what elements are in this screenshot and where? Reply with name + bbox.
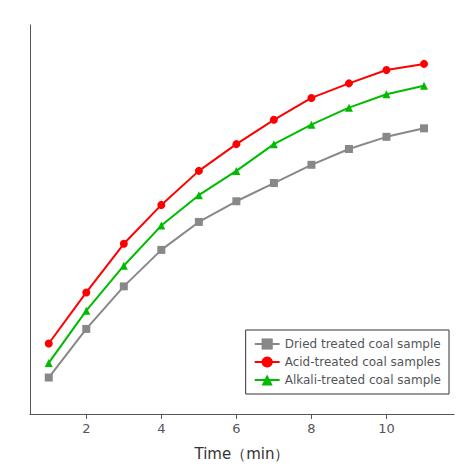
svg-text:6: 6: [232, 421, 240, 436]
svg-text:8: 8: [307, 421, 315, 436]
svg-text:10: 10: [378, 421, 395, 436]
svg-text:Acid-treated coal samples: Acid-treated coal samples: [285, 355, 441, 369]
svg-text:2: 2: [82, 421, 90, 436]
svg-text:4: 4: [157, 421, 165, 436]
svg-text:Alkali-treated coal sample: Alkali-treated coal sample: [285, 373, 441, 387]
svg-text:Dried treated coal sample: Dried treated coal sample: [285, 337, 441, 351]
svg-text:Time（min）: Time（min）: [194, 445, 290, 463]
